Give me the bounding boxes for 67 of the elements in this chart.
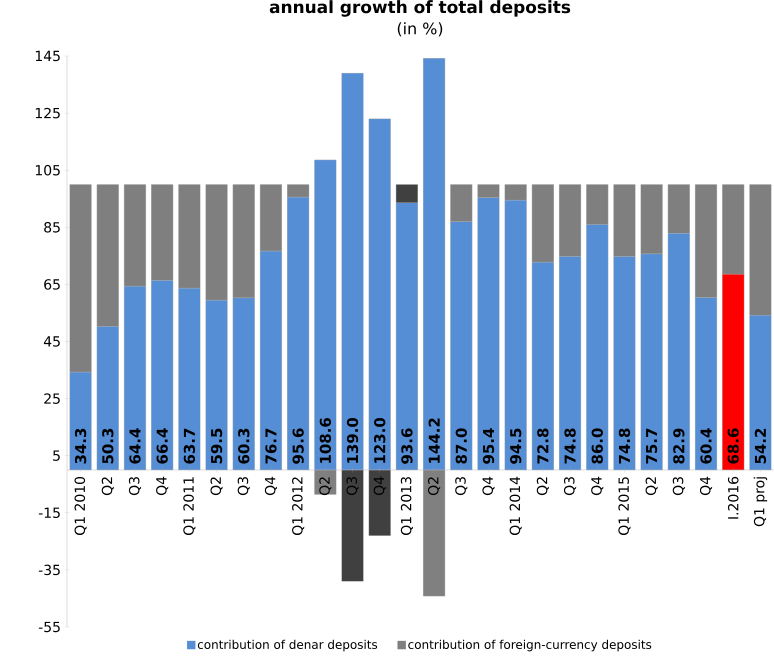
y-tick-label: -55 bbox=[38, 622, 60, 632]
data-label: 50.3 bbox=[102, 428, 114, 464]
data-label: 95.4 bbox=[482, 428, 494, 464]
y-tick-label: 25 bbox=[44, 393, 60, 404]
y-tick-label: 105 bbox=[36, 164, 60, 176]
data-label: 93.6 bbox=[401, 428, 413, 464]
x-tick-label: Q3 bbox=[128, 477, 142, 496]
y-tick-label: 65 bbox=[44, 279, 60, 290]
x-tick-label: Q3 bbox=[346, 477, 359, 496]
legend-label: contribution of denar deposits bbox=[198, 640, 378, 652]
x-tick-label: Q1 2011 bbox=[183, 477, 196, 535]
y-tick-label: 145 bbox=[36, 50, 60, 62]
x-tick-label: Q3 bbox=[455, 477, 468, 496]
data-label: 60.3 bbox=[238, 428, 250, 464]
x-tick-label: Q1 2015 bbox=[618, 477, 631, 535]
x-tick-label: Q3 bbox=[564, 477, 576, 496]
x-tick-label: I.2016 bbox=[728, 476, 738, 519]
data-label: 75.7 bbox=[646, 428, 658, 464]
x-tick-label: Q2 bbox=[536, 477, 549, 496]
data-label: 34.3 bbox=[74, 428, 86, 464]
chart-subtitle: (in %) bbox=[398, 22, 442, 36]
x-tick-label: Q2 bbox=[319, 477, 332, 496]
data-label: 95.6 bbox=[292, 428, 304, 464]
y-tick-label: -15 bbox=[38, 508, 60, 518]
x-tick-label: Q1 2013 bbox=[400, 477, 413, 535]
x-tick-label: Q1 2014 bbox=[510, 476, 522, 535]
y-tick-label: 85 bbox=[44, 222, 60, 233]
x-tick-label: Q4 bbox=[156, 476, 168, 496]
data-label: 86.0 bbox=[592, 428, 603, 464]
data-label: 74.8 bbox=[564, 428, 576, 464]
data-label: 82.9 bbox=[673, 428, 684, 464]
data-label: 87.0 bbox=[456, 428, 467, 464]
x-tick-label: Q4 bbox=[374, 476, 386, 496]
x-tick-label: Q4 bbox=[700, 476, 712, 496]
chart-title: annual growth of total deposits bbox=[270, 0, 570, 17]
x-tick-label: Q1 2012 bbox=[292, 477, 304, 535]
data-label: 94.5 bbox=[510, 428, 522, 464]
data-label: 123.0 bbox=[374, 418, 386, 463]
x-tick-label: Q3 bbox=[238, 477, 250, 496]
x-tick-label: Q1 2010 bbox=[74, 476, 87, 535]
data-label: 60.4 bbox=[700, 428, 712, 464]
data-label: 64.4 bbox=[129, 428, 141, 464]
data-label: 74.8 bbox=[618, 428, 630, 464]
y-tick-label: -35 bbox=[38, 564, 60, 576]
x-tick-label: Q2 bbox=[428, 477, 440, 496]
x-tick-label: Q2 bbox=[102, 477, 114, 496]
x-tick-label: Q1 proj bbox=[754, 477, 768, 526]
data-label: 139.0 bbox=[346, 418, 358, 463]
x-tick-label: Q2 bbox=[646, 477, 658, 496]
x-tick-label: Q2 bbox=[210, 477, 223, 496]
data-label: 68.6 bbox=[728, 428, 739, 464]
y-tick-label: 5 bbox=[53, 450, 60, 461]
data-label: 66.4 bbox=[156, 428, 168, 464]
data-label: 72.8 bbox=[537, 428, 549, 464]
data-label: 76.7 bbox=[265, 428, 277, 464]
data-label: 63.7 bbox=[184, 428, 196, 464]
x-tick-label: Q4 bbox=[591, 476, 604, 496]
legend-label: contribution of foreign-currency deposits bbox=[408, 640, 652, 652]
x-tick-label: Q4 bbox=[264, 476, 278, 496]
data-label: 108.6 bbox=[320, 418, 331, 463]
y-tick-label: 45 bbox=[44, 336, 60, 347]
x-tick-label: Q3 bbox=[672, 477, 685, 496]
data-label: 59.5 bbox=[210, 428, 222, 464]
x-tick-label: Q4 bbox=[482, 476, 495, 496]
data-label: 54.2 bbox=[754, 428, 766, 464]
y-tick-label: 125 bbox=[36, 108, 60, 118]
data-label: 144.2 bbox=[428, 418, 440, 463]
